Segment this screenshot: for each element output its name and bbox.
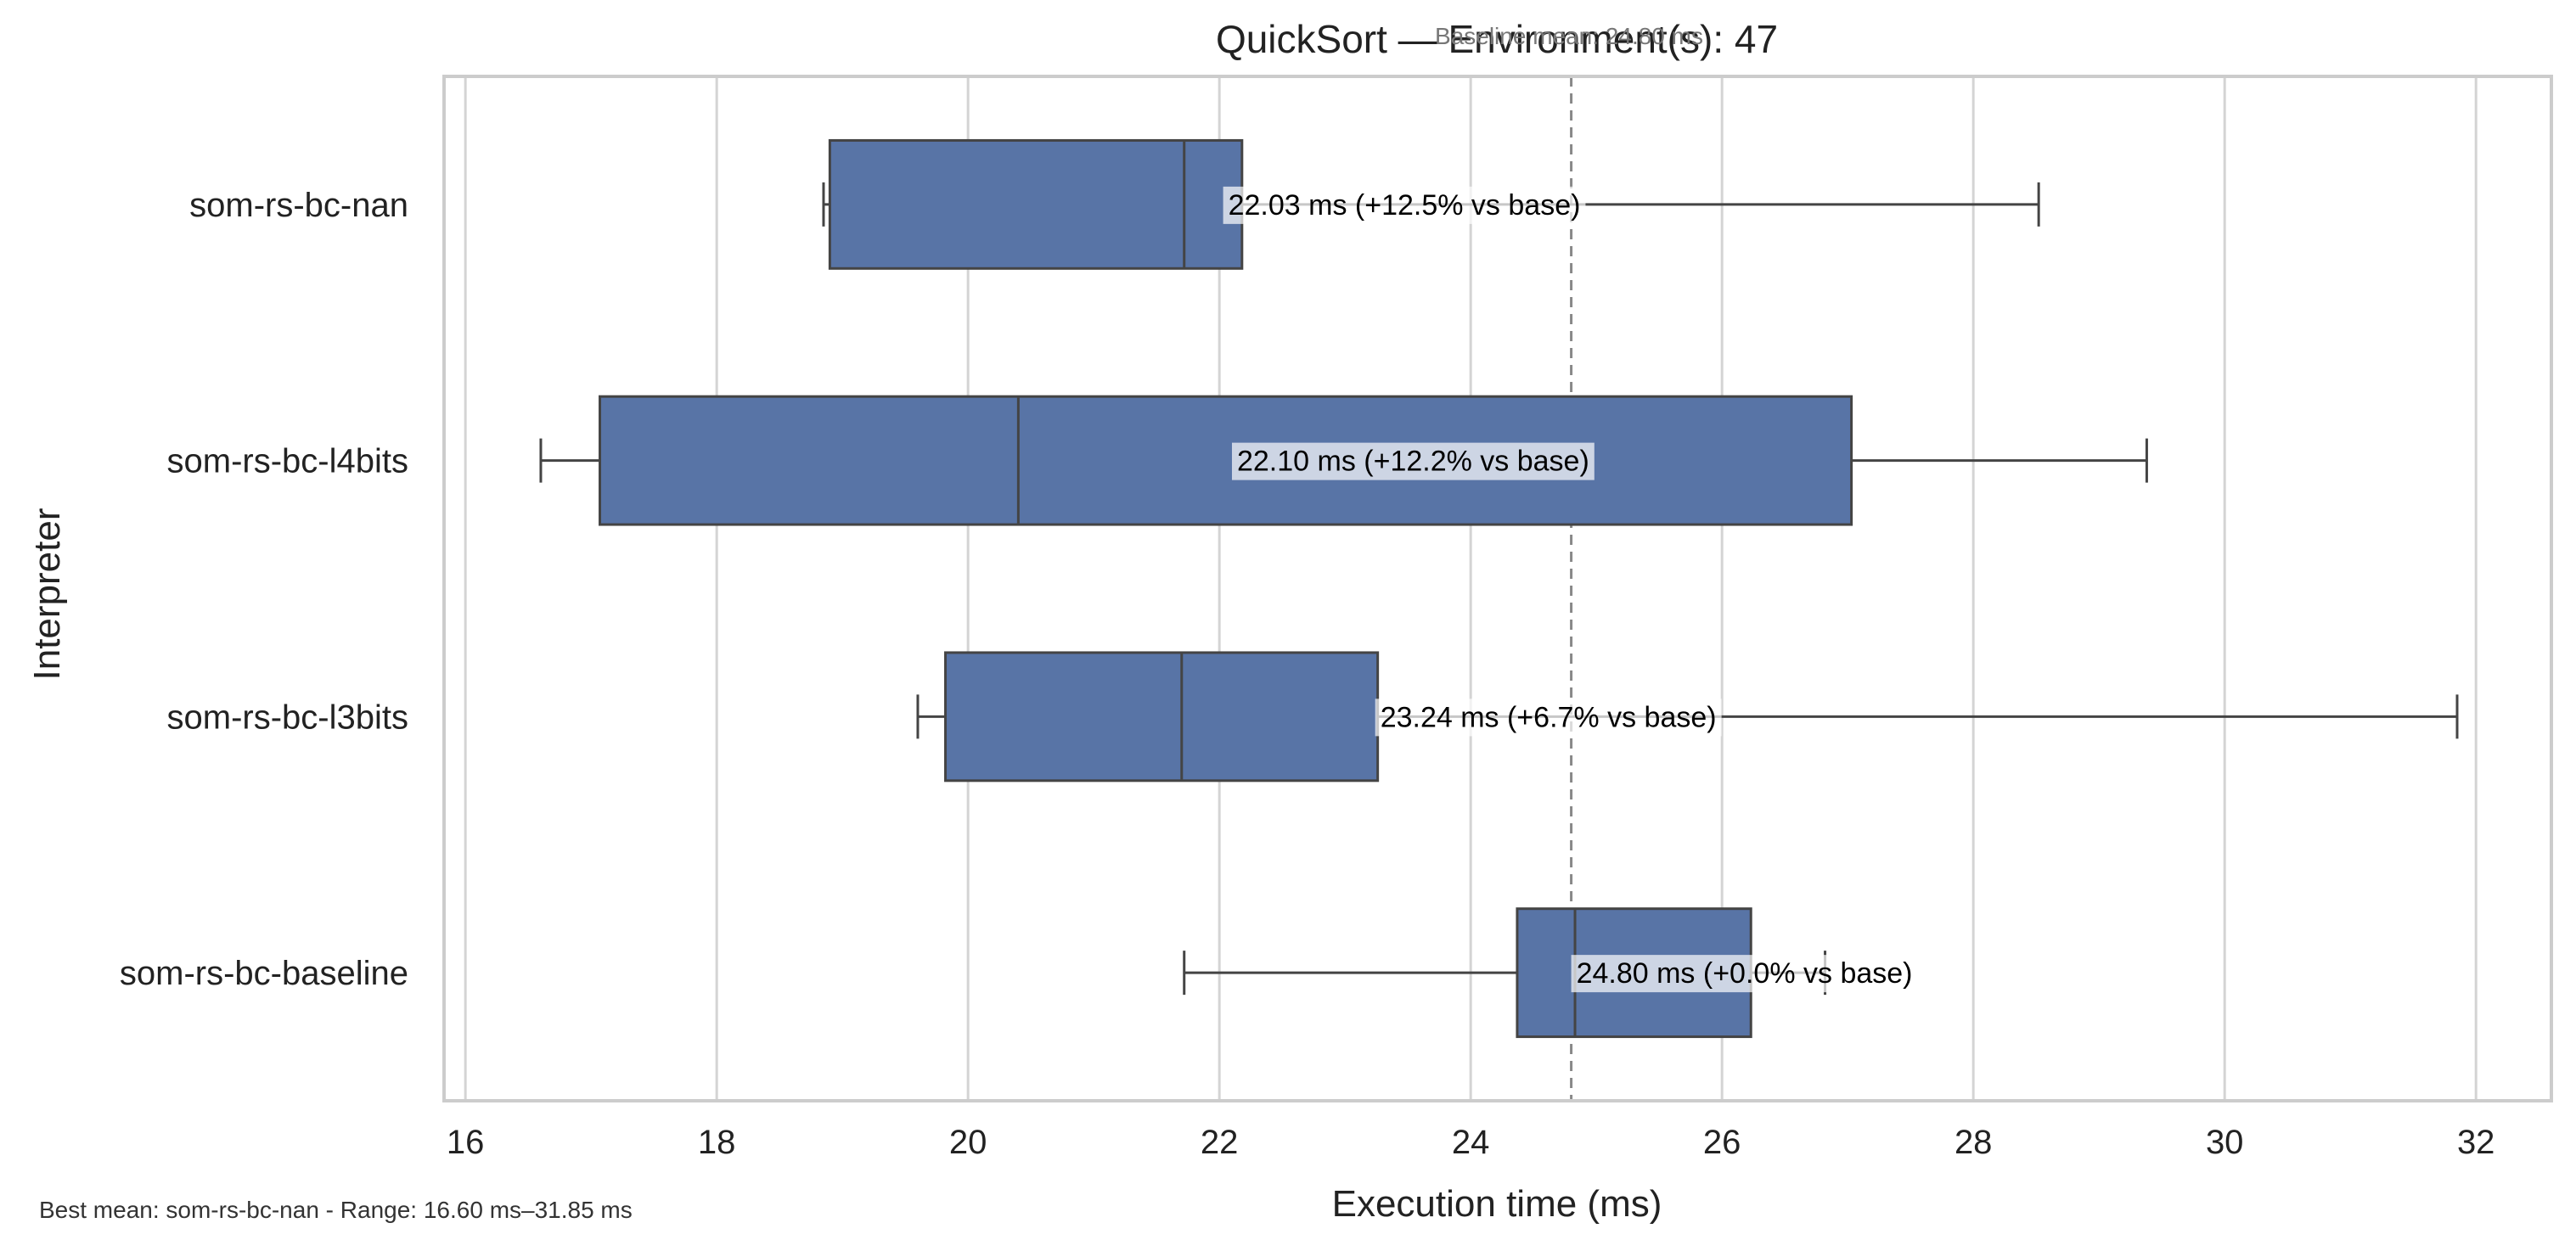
y-tick-label: som-rs-bc-l4bits [167, 443, 408, 480]
x-tick-label: 32 [2457, 1124, 2495, 1161]
iqr-box [599, 395, 1853, 526]
boxes [539, 138, 2459, 1039]
y-tick-label: som-rs-bc-nan [189, 187, 408, 224]
y-axis-label: Interpreter [26, 508, 68, 681]
grid-lines [464, 76, 2478, 1101]
box-som-rs-bc-l4bits [539, 395, 2148, 526]
y-tick-label: som-rs-bc-baseline [120, 955, 408, 992]
x-tick-label: 24 [1452, 1124, 1490, 1161]
mean-annotation: 24.80 ms (+0.0% vs base) [1577, 957, 1913, 990]
x-axis-label: Execution time (ms) [1332, 1183, 1662, 1225]
ticks: 16 18 20 22 24 26 28 30 32 som-rs-bc-nan som-rs-bc… [120, 187, 2495, 1161]
x-tick-label: 30 [2206, 1124, 2244, 1161]
annotation-background [1231, 442, 1595, 480]
footer-note: Best mean: som-rs-bc-nan - Range: 16.60 … [39, 1197, 633, 1223]
x-tick-label: 18 [698, 1124, 736, 1161]
x-tick-label: 16 [447, 1124, 485, 1161]
mean-annotation: 22.10 ms (+12.2% vs base) [1237, 446, 1589, 478]
chart-title: QuickSort — Environment(s): 47 [1216, 17, 1778, 61]
y-tick-label: som-rs-bc-l3bits [167, 698, 408, 736]
annotation-background [1375, 698, 1722, 737]
plot-frame [442, 75, 2553, 1102]
annotation-background [1223, 186, 1586, 224]
baseline-label: Baseline mean: 24.80 ms [1435, 23, 1703, 49]
mean-annotation: 23.24 ms (+6.7% vs base) [1381, 701, 1717, 733]
iqr-box [944, 651, 1380, 783]
x-tick-label: 22 [1201, 1124, 1239, 1161]
annotation-background [1571, 955, 1918, 993]
annotations: 22.03 ms (+12.5% vs base) 22.10 ms (+12.2… [1223, 186, 1918, 993]
box-som-rs-bc-l3bits [916, 651, 2459, 783]
iqr-box [828, 138, 1244, 270]
mean-annotation: 22.03 ms (+12.5% vs base) [1229, 189, 1581, 222]
x-tick-label: 28 [1954, 1124, 1993, 1161]
x-tick-label: 26 [1703, 1124, 1741, 1161]
x-tick-label: 20 [949, 1124, 987, 1161]
